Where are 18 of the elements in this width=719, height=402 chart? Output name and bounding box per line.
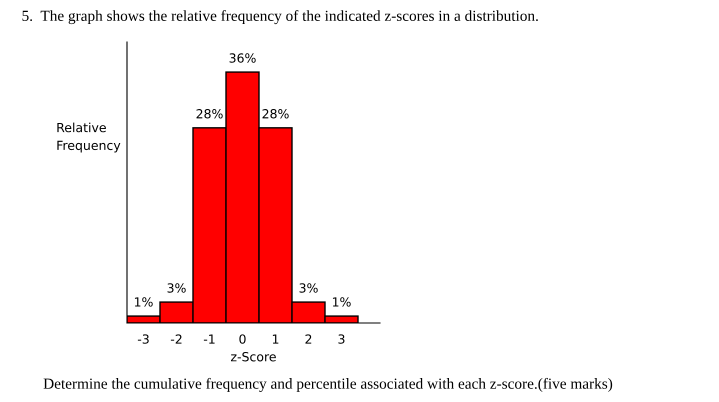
y-axis-title: Relative Frequency	[57, 122, 120, 152]
x-tick-label: 3	[338, 334, 344, 344]
data-label: 3%	[300, 283, 318, 293]
x-tick-label: 1	[272, 334, 278, 344]
chart-title: 5. The graph shows the relative frequency of the indicated z-scores in a distribution.	[22, 10, 538, 24]
x-tick-label: -3	[138, 334, 149, 344]
x-tick-label: -2	[170, 334, 182, 344]
data-label: 28%	[196, 109, 223, 118]
data-label: 36%	[230, 53, 256, 63]
data-label: 28%	[262, 109, 289, 118]
x-tick-label: 0	[239, 334, 246, 344]
x-tick-label: -1	[204, 334, 215, 344]
data-label: 1%	[134, 297, 153, 307]
x-tick-label: 2	[305, 334, 312, 344]
data-label: 3%	[168, 283, 186, 293]
text: Determine the cumulative frequency and percentile associated with each z-score.(five marks)	[44, 378, 612, 392]
data-label: 1%	[332, 297, 351, 307]
x-axis-title: z-Score	[231, 352, 276, 362]
